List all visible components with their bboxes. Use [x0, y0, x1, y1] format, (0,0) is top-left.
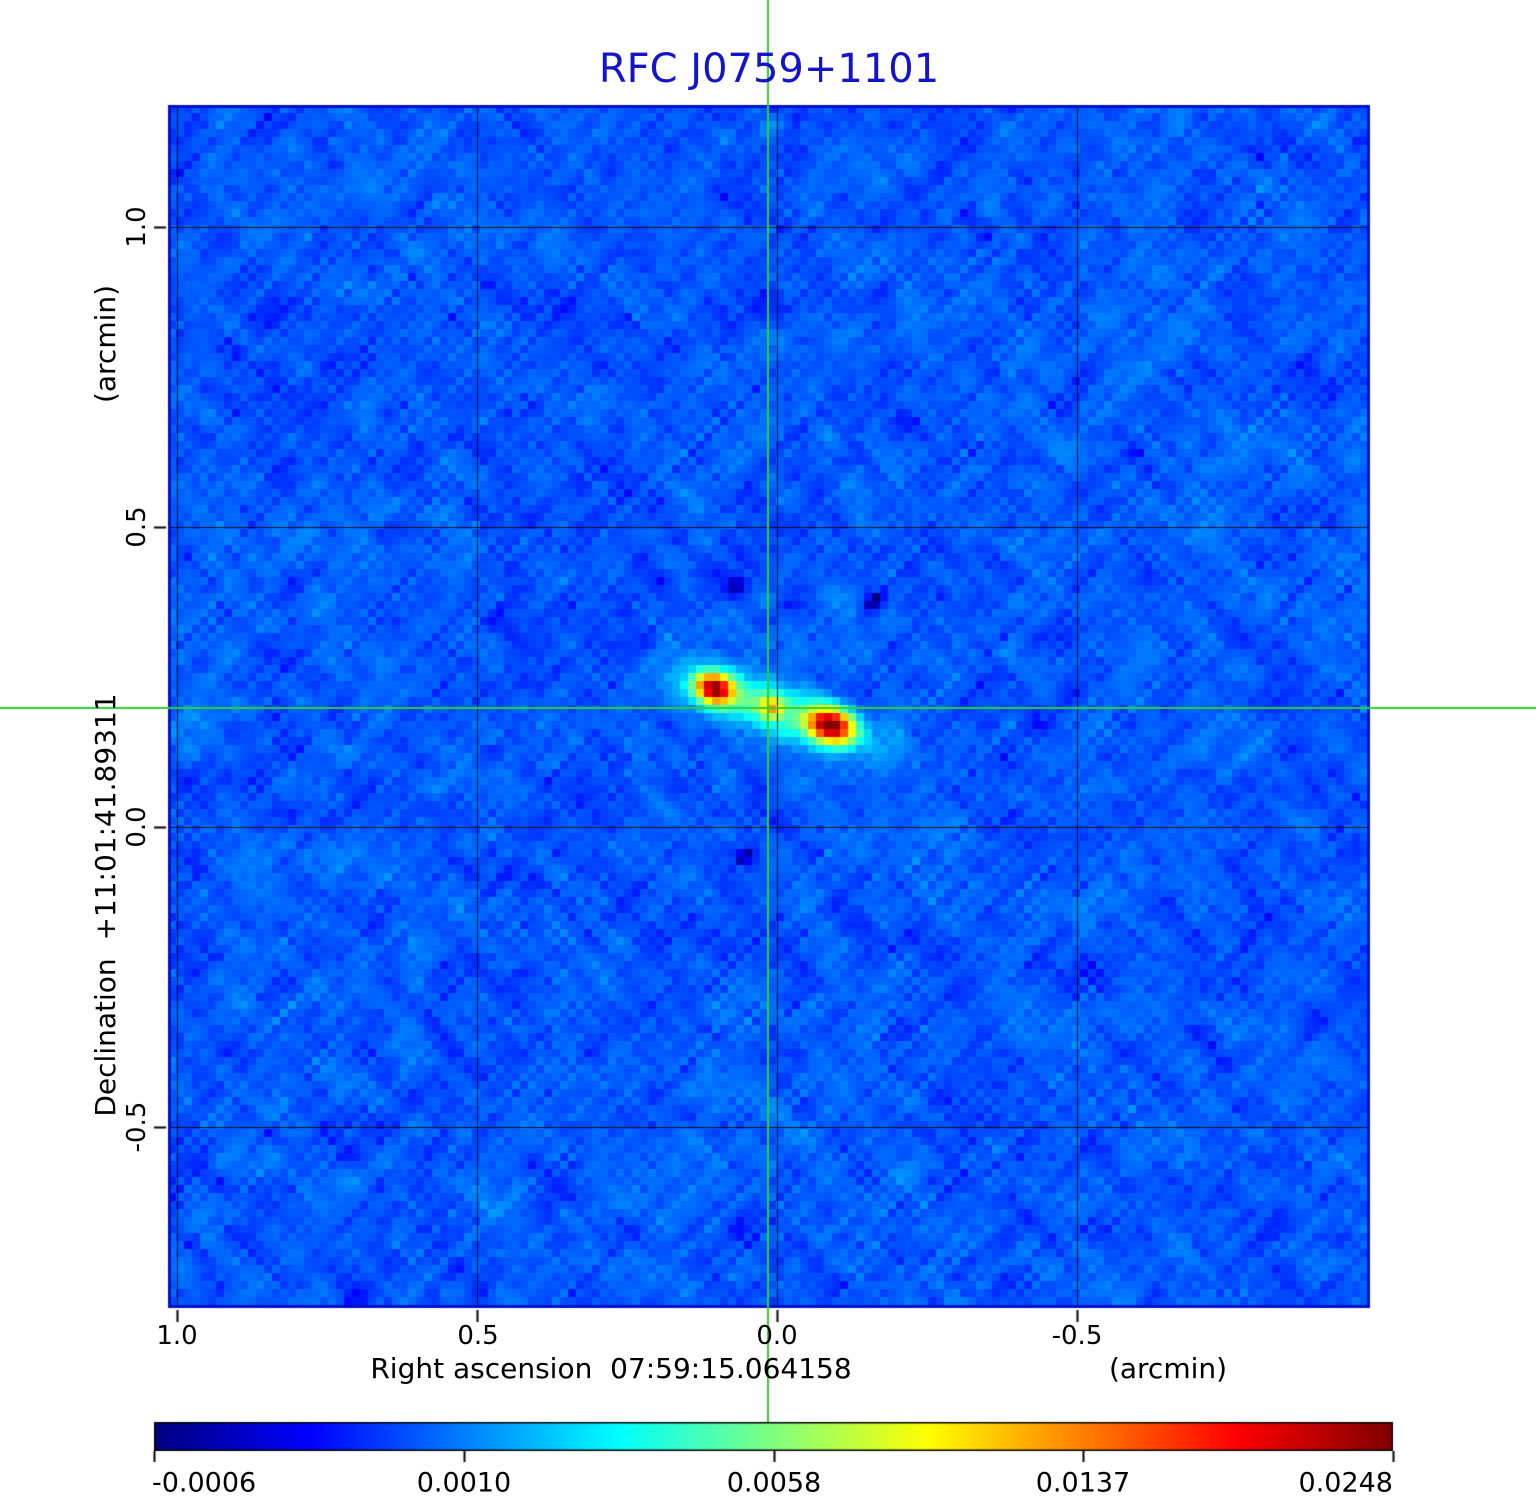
x-tick-label: 0.0: [756, 1321, 798, 1351]
y-axis-unit-label: (arcmin): [89, 284, 122, 404]
y-tick-label: -0.5: [122, 1101, 152, 1153]
y-axis-label: Declination +11:01:41.89311: [89, 693, 122, 1117]
figure-title: RFC J0759+1101: [598, 46, 940, 92]
colorbar-tick-label: 0.0010: [416, 1467, 512, 1499]
x-tick-label: 1.0: [156, 1321, 198, 1351]
y-tick-label: 0.5: [122, 506, 152, 548]
x-tick-label: -0.5: [1051, 1321, 1103, 1351]
x-axis-label: Right ascension 07:59:15.064158: [370, 1352, 852, 1385]
colorbar-tick-label: 0.0248: [1298, 1467, 1393, 1499]
x-axis-unit-label: (arcmin): [1108, 1352, 1228, 1385]
x-tick-label: 0.5: [457, 1321, 499, 1351]
colorbar-tick-label: -0.0006: [152, 1467, 257, 1499]
y-tick-label: 0.0: [122, 806, 152, 848]
colorbar-tick-label: 0.0137: [1035, 1467, 1131, 1499]
y-tick-label: 1.0: [122, 206, 152, 248]
colorbar-tick-label: 0.0058: [726, 1467, 822, 1499]
